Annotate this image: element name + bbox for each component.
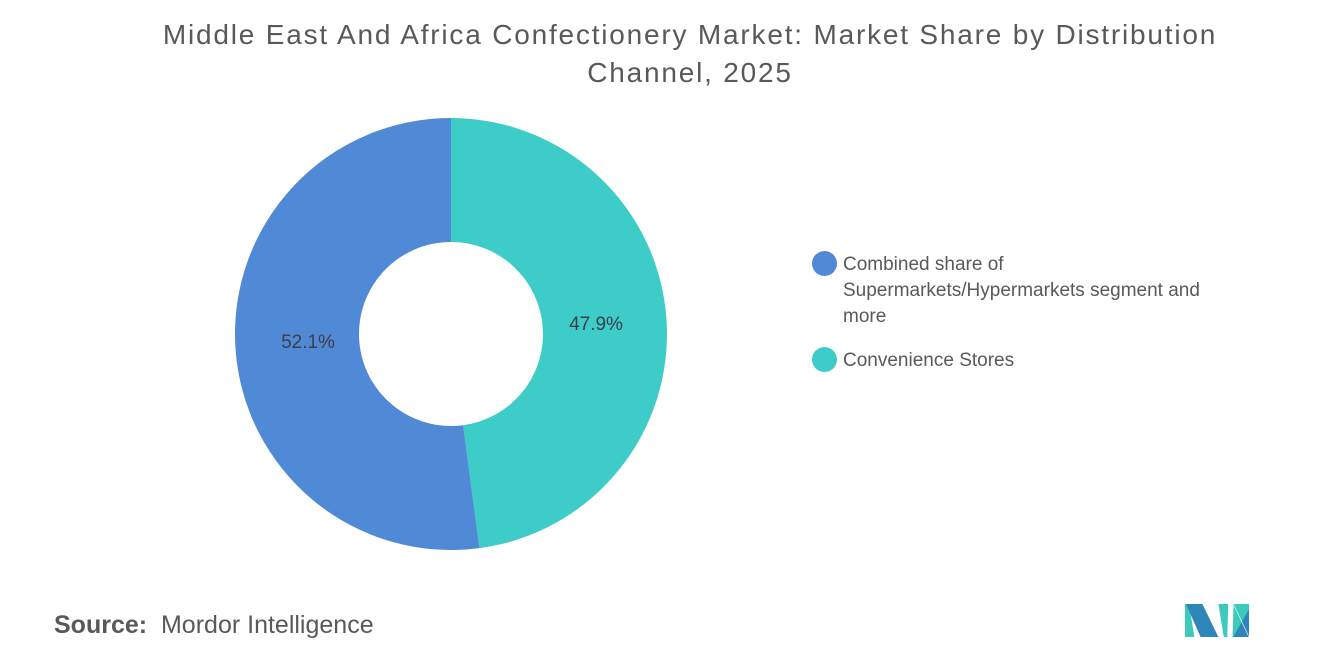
svg-text:47.9%: 47.9% [569, 314, 623, 335]
svg-text:52.1%: 52.1% [281, 332, 335, 353]
